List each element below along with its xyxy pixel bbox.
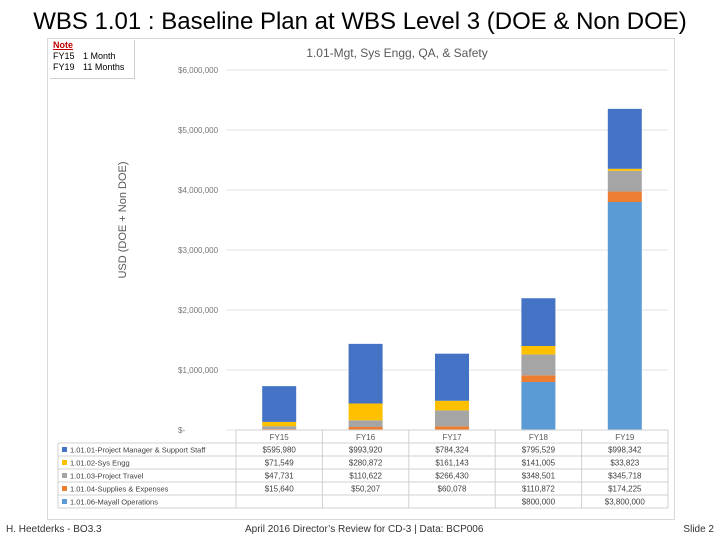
bar-segment [435,426,469,430]
y-tick-label: $3,000,000 [178,246,219,255]
data-label: $110,622 [349,472,382,481]
data-label: $141,005 [522,459,556,468]
bar-segment [521,298,556,346]
legend-swatch [62,473,67,478]
data-label: $33,823 [610,459,639,468]
bar-segment [348,343,383,404]
data-label: $15,640 [265,485,294,494]
data-label: $998,342 [608,446,642,455]
note-row: FY15 1 Month [50,51,134,62]
data-label: $71,549 [265,459,294,468]
note-text: 11 Months [83,62,125,72]
data-label: $784,324 [435,446,469,455]
bar-segment [348,420,383,427]
chart-title: 1.01-Mgt, Sys Engg, QA, & Safety [306,46,487,60]
note-fy: FY15 [53,51,75,61]
y-tick-label: $5,000,000 [178,126,219,135]
bar-segment [262,386,297,422]
data-label: $174,225 [608,485,642,494]
bar-segment [607,168,642,171]
bar-segment [262,421,297,427]
data-label: $60,078 [438,485,467,494]
bar-segment [607,108,642,169]
data-label: $345,718 [608,472,642,481]
bar-segment [348,426,383,430]
bar-segment [521,354,556,376]
bar-segment [521,382,556,430]
bar-segment [521,345,556,355]
legend-swatch [62,486,67,491]
bar-segment [607,202,642,430]
note-box: Note FY15 1 Month FY19 11 Months [50,40,135,79]
y-tick-label: $6,000,000 [178,66,219,75]
bar-segment [262,426,297,430]
legend-label: 1.01.04-Supplies & Expenses [70,485,169,494]
legend-label: 1.01.06-Mayall Operations [70,498,158,507]
slide-title: WBS 1.01 : Baseline Plan at WBS Level 3 … [33,8,687,35]
legend-swatch [62,447,67,452]
x-tick-label: FY19 [615,433,635,442]
note-title: Note [53,40,73,50]
x-tick-label: FY16 [356,433,376,442]
bar-segment [435,400,469,411]
bar-segment [607,170,642,192]
y-tick-label: $- [178,426,185,435]
data-label: $795,529 [522,446,556,455]
data-label: $266,430 [435,472,469,481]
data-label: $50,207 [351,485,380,494]
y-axis-label: USD (DOE + Non DOE) [117,161,129,278]
footer-review: April 2016 Director’s Review for CD-3 | … [245,524,484,535]
footer-slide-number: Slide 2 [683,524,714,535]
x-tick-label: FY18 [529,433,549,442]
x-tick-label: FY15 [270,433,290,442]
note-text: 1 Month [83,51,116,61]
footer-author: H. Heetderks - BO3.3 [6,524,102,535]
data-label: $3,800,000 [605,498,646,507]
bar-segment [435,353,469,401]
bar-segment [521,375,556,382]
data-label: $47,731 [265,472,294,481]
data-label: $993,920 [349,446,383,455]
bar-segment [435,410,469,427]
legend-label: 1.01.01-Project Manager & Support Staff [70,446,206,455]
bar-segment [607,191,642,202]
y-tick-label: $1,000,000 [178,366,219,375]
bar-segment [348,403,383,421]
data-label: $110,872 [522,485,555,494]
note-fy: FY19 [53,62,75,72]
y-tick-label: $2,000,000 [178,306,219,315]
legend-swatch [62,499,67,504]
legend-label: 1.01.02-Sys Engg [70,459,130,468]
x-tick-label: FY17 [442,433,462,442]
chart-frame [47,38,675,520]
data-label: $161,143 [435,459,469,468]
legend-swatch [62,460,67,465]
legend-label: 1.01.03-Project Travel [70,472,144,481]
data-label: $280,872 [349,459,383,468]
data-label: $595,980 [263,446,297,455]
y-tick-label: $4,000,000 [178,186,219,195]
note-row: FY19 11 Months [50,62,134,73]
data-label: $348,501 [522,472,556,481]
data-label: $800,000 [522,498,556,507]
